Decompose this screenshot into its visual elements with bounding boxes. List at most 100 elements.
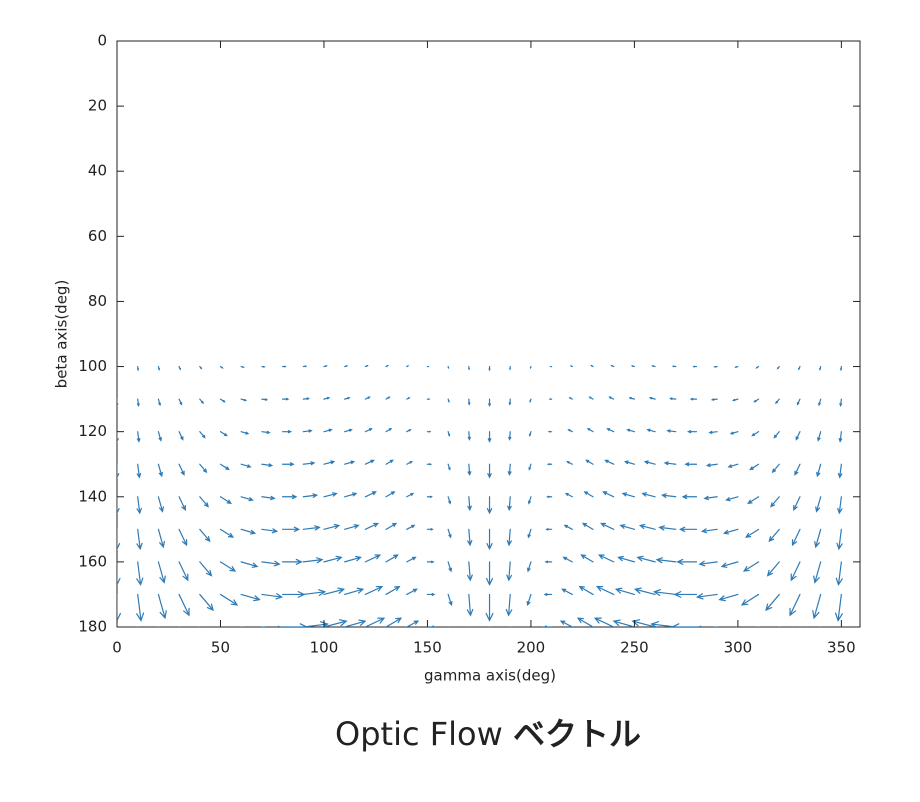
arrow bbox=[117, 528, 121, 551]
arrow bbox=[608, 396, 615, 400]
arrow bbox=[670, 623, 698, 627]
arrow bbox=[588, 396, 594, 400]
arrow bbox=[199, 365, 203, 370]
arrow bbox=[302, 525, 321, 531]
arrow bbox=[485, 561, 494, 587]
arrow bbox=[631, 619, 656, 627]
arrow bbox=[652, 589, 677, 596]
arrow bbox=[323, 492, 338, 498]
caption-text: Optic Flow bbox=[335, 715, 503, 753]
arrow bbox=[508, 398, 512, 406]
arrow bbox=[302, 397, 311, 400]
y-tick-label: 180 bbox=[78, 618, 107, 636]
arrow bbox=[505, 593, 513, 617]
arrow bbox=[735, 626, 739, 627]
arrow bbox=[749, 463, 760, 471]
arrow bbox=[467, 528, 473, 547]
arrow bbox=[261, 560, 281, 567]
arrow bbox=[602, 491, 615, 498]
arrow bbox=[529, 398, 532, 404]
y-tick-label: 140 bbox=[78, 487, 107, 505]
arrow bbox=[467, 463, 472, 477]
arrow bbox=[593, 617, 615, 627]
arrow bbox=[486, 496, 493, 515]
arrow bbox=[700, 528, 718, 534]
arrow bbox=[447, 398, 450, 404]
arrow bbox=[528, 463, 532, 471]
arrow bbox=[467, 496, 472, 512]
x-tick-label: 50 bbox=[211, 639, 230, 657]
arrow bbox=[837, 463, 843, 479]
arrow bbox=[385, 459, 394, 465]
y-tick-label: 80 bbox=[88, 292, 107, 310]
arrow bbox=[771, 463, 780, 474]
arrow bbox=[467, 431, 471, 441]
arrow bbox=[641, 492, 656, 498]
caption-emphasis: ベクトル bbox=[513, 715, 641, 753]
arrow bbox=[581, 522, 594, 530]
arrow bbox=[795, 431, 801, 441]
arrow bbox=[466, 593, 474, 617]
arrow bbox=[530, 626, 532, 627]
arrow bbox=[544, 560, 553, 564]
arrow bbox=[302, 589, 327, 596]
arrow bbox=[610, 364, 615, 368]
arrow bbox=[722, 528, 739, 535]
arrow bbox=[178, 626, 180, 627]
arrow bbox=[323, 555, 343, 563]
arrow bbox=[488, 365, 491, 372]
arrow bbox=[698, 560, 718, 567]
arrow bbox=[406, 397, 411, 400]
arrow bbox=[344, 492, 358, 498]
arrow bbox=[261, 528, 279, 534]
arrow bbox=[157, 496, 164, 513]
arrow bbox=[839, 398, 843, 407]
arrow bbox=[178, 561, 189, 582]
arrow bbox=[240, 431, 250, 435]
arrow bbox=[261, 495, 276, 501]
arrow bbox=[117, 496, 120, 515]
arrow bbox=[669, 397, 677, 400]
arrow bbox=[447, 626, 449, 627]
arrow bbox=[684, 462, 698, 467]
x-tick-label: 100 bbox=[310, 639, 339, 657]
arrow bbox=[406, 492, 415, 498]
arrow bbox=[323, 365, 328, 368]
arrow bbox=[157, 561, 166, 584]
arrow bbox=[638, 523, 656, 530]
arrow bbox=[834, 593, 843, 622]
arrow bbox=[136, 398, 140, 407]
arrow bbox=[562, 556, 573, 563]
arrow bbox=[545, 528, 553, 531]
arrow bbox=[689, 397, 698, 401]
arrow bbox=[385, 491, 396, 498]
arrow bbox=[660, 493, 677, 498]
arrow bbox=[199, 398, 204, 405]
arrow bbox=[302, 621, 329, 627]
arrow bbox=[219, 496, 232, 505]
arrow bbox=[447, 496, 452, 505]
arrow bbox=[178, 431, 184, 441]
arrow bbox=[799, 626, 801, 627]
arrow bbox=[240, 528, 257, 535]
arrow bbox=[790, 561, 801, 582]
arrow bbox=[725, 496, 739, 502]
arrow bbox=[567, 429, 573, 433]
arrow bbox=[468, 626, 470, 627]
arrow bbox=[447, 463, 451, 471]
y-tick-label: 100 bbox=[78, 357, 107, 375]
arrow bbox=[678, 526, 698, 533]
arrow bbox=[819, 365, 822, 371]
arrow bbox=[835, 561, 843, 587]
arrow bbox=[219, 561, 237, 572]
arrow bbox=[776, 365, 780, 370]
arrow bbox=[117, 398, 119, 408]
arrow bbox=[633, 587, 656, 596]
arrow bbox=[628, 396, 636, 400]
arrow bbox=[646, 428, 656, 433]
arrow bbox=[240, 626, 244, 627]
arrow bbox=[651, 365, 656, 368]
arrow bbox=[655, 557, 677, 564]
arrow bbox=[468, 365, 470, 371]
arrow bbox=[528, 431, 532, 437]
